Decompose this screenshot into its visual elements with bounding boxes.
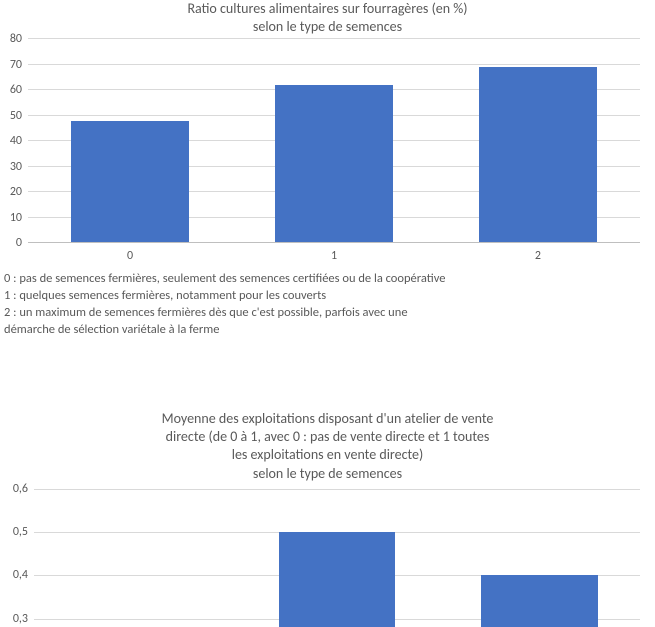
chart1-ylabel-60: 60 (0, 83, 22, 97)
chart2: Moyenne des exploitations disposant d'un… (0, 410, 655, 619)
chart2-bar-1 (279, 532, 396, 627)
chart2-ylabel-04: 0,4 (0, 568, 28, 582)
chart1-legend-line-3: démarche de sélection variétale à la fer… (4, 322, 647, 339)
chart1-legend-line-0: 0 : pas de semences fermières, seulement… (4, 271, 647, 288)
chart1-bar-1 (275, 85, 393, 243)
chart1-plot-area (28, 39, 640, 243)
chart1-xlabel-0: 0 (127, 249, 133, 263)
chart1-x-axis-labels: 0 1 2 (28, 247, 640, 269)
chart1-ylabel-80: 80 (0, 32, 22, 46)
chart2-title-line1: Moyenne des exploitations disposant d'un… (162, 410, 494, 427)
chart1-plot-wrap: 0 10 20 30 40 50 60 70 80 (0, 39, 655, 269)
chart1-bar-0 (71, 121, 189, 243)
chart1-ylabel-10: 10 (0, 211, 22, 225)
chart1: Ratio cultures alimentaires sur fourragè… (0, 0, 655, 339)
chart2-bar-2 (481, 575, 598, 627)
chart1-title-line2: selon le type de semences (253, 18, 402, 35)
chart2-ylabel-06: 0,6 (0, 482, 28, 496)
chart2-plot-wrap: 0,6 0,5 0,4 0,3 (0, 489, 655, 619)
chart1-legend: 0 : pas de semences fermières, seulement… (0, 269, 655, 339)
chart2-title: Moyenne des exploitations disposant d'un… (0, 410, 655, 489)
chart1-xlabel-2: 2 (535, 249, 541, 263)
chart1-bar-2 (479, 67, 597, 243)
chart1-title-line1: Ratio cultures alimentaires sur fourragè… (187, 0, 467, 17)
chart1-ylabel-40: 40 (0, 134, 22, 148)
chart1-baseline (28, 242, 640, 243)
chart1-ylabel-0: 0 (0, 236, 22, 250)
chart1-legend-line-1: 1 : quelques semences fermières, notamme… (4, 288, 647, 305)
chart1-ylabel-30: 30 (0, 160, 22, 174)
chart1-xlabel-1: 1 (331, 249, 337, 263)
chart1-bars (28, 39, 640, 243)
chart1-legend-line-2: 2 : un maximum de semences fermières dès… (4, 305, 647, 322)
chart2-title-line2: directe (de 0 à 1, avec 0 : pas de vente… (166, 428, 490, 445)
chart2-title-line3: les exploitations en vente directe) (232, 446, 424, 463)
chart1-ylabel-50: 50 (0, 109, 22, 123)
chart1-ylabel-20: 20 (0, 185, 22, 199)
chart2-plot-area (34, 489, 640, 619)
chart1-ylabel-70: 70 (0, 58, 22, 72)
chart2-ylabel-03: 0,3 (0, 612, 28, 626)
chart2-ylabel-05: 0,5 (0, 525, 28, 539)
chart1-y-axis-labels: 0 10 20 30 40 50 60 70 80 (0, 39, 26, 243)
chart2-bars (34, 489, 640, 619)
page: { "chart1": { "type": "bar", "title_line… (0, 0, 655, 627)
chart1-title: Ratio cultures alimentaires sur fourragè… (0, 0, 655, 39)
chart2-title-line4: selon le type de semences (253, 465, 402, 482)
chart2-y-axis-labels: 0,6 0,5 0,4 0,3 (0, 489, 32, 619)
